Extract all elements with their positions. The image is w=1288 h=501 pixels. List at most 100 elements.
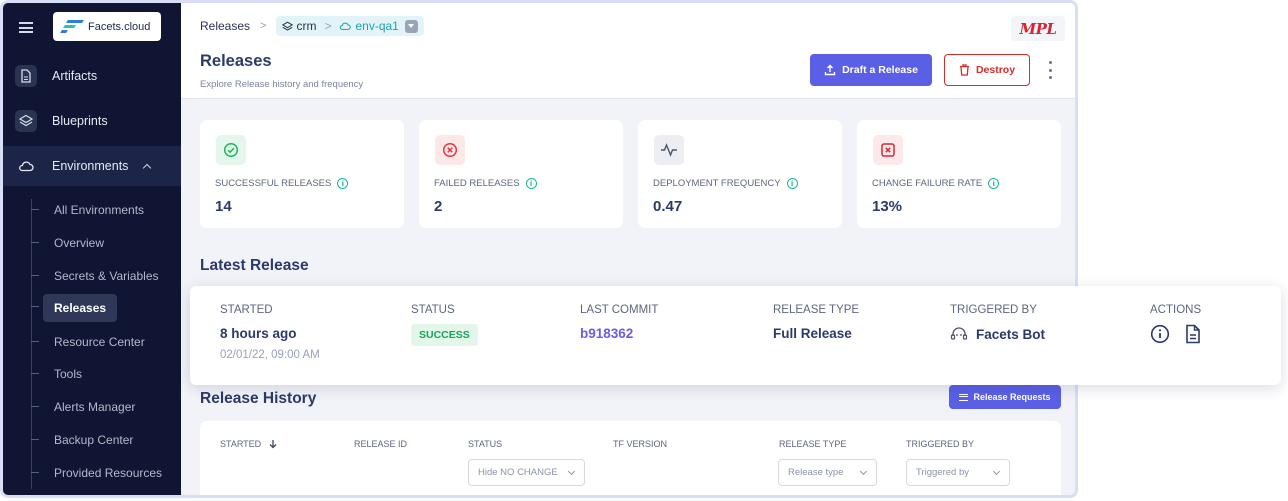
page-title: Releases xyxy=(200,52,272,70)
column-header-label: STARTED xyxy=(220,439,262,449)
subnav-line xyxy=(31,199,32,489)
metric-card-change-failure: CHANGE FAILURE RATE i 13% xyxy=(857,120,1061,228)
dropdown-icon[interactable] xyxy=(404,19,418,33)
triggered-by-filter-select[interactable]: Triggered by xyxy=(906,459,1010,486)
destroy-button[interactable]: Destroy xyxy=(944,54,1030,86)
metric-card-successful: SUCCESSFUL RELEASES i 14 xyxy=(200,120,404,228)
release-type-value: Full Release xyxy=(773,326,852,341)
latest-commit: LAST COMMIT b918362 xyxy=(580,304,658,341)
layers-icon xyxy=(15,110,37,132)
metric-label: CHANGE FAILURE RATE i xyxy=(872,178,1000,189)
latest-status: STATUS SUCCESS xyxy=(411,304,478,346)
check-circle-icon xyxy=(216,135,246,165)
latest-triggered-by: TRIGGERED BY Facets Bot xyxy=(950,304,1045,342)
menu-icon[interactable] xyxy=(19,22,33,33)
latest-release-title: Latest Release xyxy=(200,257,309,274)
actions-header: ACTIONS xyxy=(1150,304,1202,316)
latest-release-type: RELEASE TYPE Full Release xyxy=(773,304,859,341)
breadcrumb: Releases > crm > env-qa1 xyxy=(200,16,424,36)
triggered-by-header: TRIGGERED BY xyxy=(950,304,1037,316)
breadcrumb-project[interactable]: crm xyxy=(296,19,317,33)
logo[interactable]: Facets.cloud xyxy=(53,12,161,41)
chevron-down-icon xyxy=(859,467,868,476)
latest-actions: ACTIONS xyxy=(1150,304,1202,344)
column-header-status: STATUS xyxy=(468,439,503,449)
column-header-started[interactable]: STARTED xyxy=(220,439,278,449)
started-header: STARTED xyxy=(220,304,273,316)
sidebar-subitem-all-environments[interactable]: All Environments xyxy=(30,197,157,223)
document-icon xyxy=(15,65,37,87)
latest-release-card: STARTED 8 hours ago 02/01/22, 09:00 AM S… xyxy=(190,286,1281,385)
subitem-label: Backup Center xyxy=(54,433,134,447)
sidebar-subitem-provided-resources[interactable]: Provided Resources xyxy=(30,460,175,486)
latest-started: STARTED 8 hours ago 02/01/22, 09:00 AM xyxy=(220,304,320,361)
info-icon[interactable]: i xyxy=(525,178,537,189)
column-header-release-id: RELEASE ID xyxy=(354,439,408,449)
status-badge: SUCCESS xyxy=(411,324,478,346)
breadcrumb-environment[interactable]: env-qa1 xyxy=(355,19,399,33)
x-square-icon xyxy=(873,135,903,165)
chevron-down-icon xyxy=(992,467,1001,476)
facets-logo-icon xyxy=(60,19,84,34)
info-icon[interactable]: i xyxy=(988,178,1000,189)
sidebar-subitem-overview[interactable]: Overview xyxy=(30,230,117,256)
commit-header: LAST COMMIT xyxy=(580,304,659,316)
chevron-down-icon xyxy=(567,467,576,476)
subitem-label: Resource Center xyxy=(54,335,145,349)
info-icon[interactable]: i xyxy=(337,178,349,189)
chevron-up-icon[interactable] xyxy=(143,163,152,172)
metric-value: 13% xyxy=(872,198,903,215)
started-date: 02/01/22, 09:00 AM xyxy=(220,349,320,361)
release-type-filter-value: Release type xyxy=(788,467,844,478)
subitem-label: Overview xyxy=(54,236,105,250)
metric-value: 0.47 xyxy=(653,198,683,215)
breadcrumb-root[interactable]: Releases xyxy=(200,19,251,33)
chevron-right-icon: > xyxy=(324,19,332,33)
release-requests-label: Release Requests xyxy=(973,392,1051,402)
subitem-label: Provided Resources xyxy=(54,466,163,480)
metric-card-failed: FAILED RELEASES i 2 xyxy=(419,120,623,228)
metric-label: FAILED RELEASES i xyxy=(434,178,537,189)
sidebar-subitem-tools[interactable]: Tools xyxy=(30,361,95,387)
sidebar-item-blueprints[interactable]: Blueprints xyxy=(3,101,181,141)
status-filter-select[interactable]: Hide NO CHANGE xyxy=(468,459,585,486)
release-type-filter-select[interactable]: Release type xyxy=(778,459,877,486)
info-icon[interactable]: i xyxy=(786,178,798,189)
upload-icon xyxy=(824,64,836,76)
metric-label-text: DEPLOYMENT FREQUENCY xyxy=(653,178,781,189)
sidebar-subitem-secrets[interactable]: Secrets & Variables xyxy=(31,263,172,289)
x-circle-icon xyxy=(435,135,465,165)
draft-release-button[interactable]: Draft a Release xyxy=(810,54,932,86)
list-icon xyxy=(959,393,969,401)
metric-value: 2 xyxy=(434,198,443,215)
release-type-header: RELEASE TYPE xyxy=(773,304,860,316)
sidebar-item-label: Artifacts xyxy=(52,69,98,83)
release-history-table: STARTED RELEASE ID STATUS TF VERSION REL… xyxy=(200,421,1061,495)
more-options-icon[interactable] xyxy=(1047,61,1053,79)
layers-icon xyxy=(282,21,294,31)
metric-label: SUCCESSFUL RELEASES i xyxy=(215,178,349,189)
sidebar-subitem-resource-center[interactable]: Resource Center xyxy=(31,329,158,355)
started-value: 8 hours ago xyxy=(220,326,297,341)
subitem-label: All Environments xyxy=(54,203,145,217)
sidebar-subitem-backup-center[interactable]: Backup Center xyxy=(30,427,146,453)
sidebar-subitem-alerts-manager[interactable]: Alerts Manager xyxy=(30,394,148,420)
cloud-icon xyxy=(340,22,352,30)
metric-card-frequency: DEPLOYMENT FREQUENCY i 0.47 xyxy=(638,120,842,228)
info-icon[interactable] xyxy=(1150,324,1170,344)
document-icon[interactable] xyxy=(1184,324,1202,344)
commit-link[interactable]: b918362 xyxy=(580,326,634,341)
breadcrumb-context-pill[interactable]: crm > env-qa1 xyxy=(276,16,424,36)
metric-label: DEPLOYMENT FREQUENCY i xyxy=(653,178,798,189)
sort-down-icon[interactable] xyxy=(268,439,278,449)
sidebar-item-artifacts[interactable]: Artifacts xyxy=(3,56,181,96)
sidebar-item-label: Blueprints xyxy=(52,114,108,128)
column-header-release-type: RELEASE TYPE xyxy=(779,439,847,449)
column-header-tf-version: TF VERSION xyxy=(613,439,668,449)
release-requests-button[interactable]: Release Requests xyxy=(949,385,1061,409)
sidebar-subitem-releases[interactable]: Releases xyxy=(30,294,118,322)
cloud-icon xyxy=(15,155,37,177)
app-window: Facets.cloud Artifacts Blueprints Enviro… xyxy=(0,0,1078,498)
sidebar-item-environments[interactable]: Environments xyxy=(3,146,181,186)
activity-icon xyxy=(654,135,684,165)
